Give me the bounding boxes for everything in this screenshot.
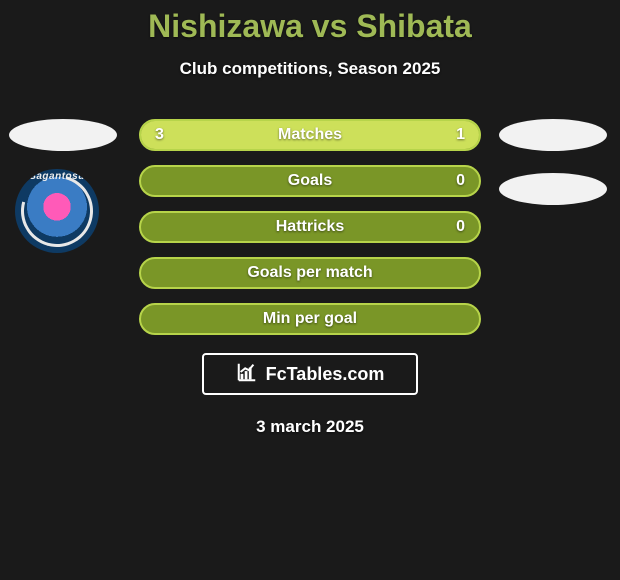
- stat-bar: Min per goal: [139, 303, 481, 335]
- page-subtitle: Club competitions, Season 2025: [0, 59, 620, 79]
- bar-value-left: 3: [155, 121, 164, 149]
- chart-icon: [236, 361, 258, 388]
- stat-bar: Goals per match: [139, 257, 481, 289]
- bar-value-right: 0: [456, 213, 465, 241]
- stat-bar: Matches3 1: [139, 119, 481, 151]
- page-title: Nishizawa vs Shibata: [0, 8, 620, 45]
- right-avatars: [499, 119, 611, 205]
- comparison-main: Sagantosu Matches31Goals0Hattricks0Goals…: [0, 119, 620, 335]
- left-team-logo: Sagantosu: [15, 169, 99, 253]
- stat-bar: Goals0: [139, 165, 481, 197]
- bar-value-right: 1: [456, 121, 465, 149]
- left-avatars: Sagantosu: [9, 119, 121, 253]
- footer-date: 3 march 2025: [0, 417, 620, 437]
- footer-logo: FcTables.com: [202, 353, 418, 395]
- bar-label: Goals: [141, 167, 479, 195]
- avatar-placeholder: [499, 173, 607, 205]
- stat-bar: Hattricks0: [139, 211, 481, 243]
- root: Nishizawa vs Shibata Club competitions, …: [0, 0, 620, 437]
- bar-label: Hattricks: [141, 213, 479, 241]
- avatar-placeholder: [9, 119, 117, 151]
- bar-label: Matches: [141, 121, 479, 149]
- stat-bars: Matches31Goals0Hattricks0Goals per match…: [139, 119, 481, 335]
- bar-label: Min per goal: [141, 305, 479, 333]
- avatar-placeholder: [499, 119, 607, 151]
- bar-label: Goals per match: [141, 259, 479, 287]
- team-logo-text: Sagantosu: [15, 171, 99, 182]
- bar-value-right: 0: [456, 167, 465, 195]
- footer-logo-text: FcTables.com: [266, 364, 385, 385]
